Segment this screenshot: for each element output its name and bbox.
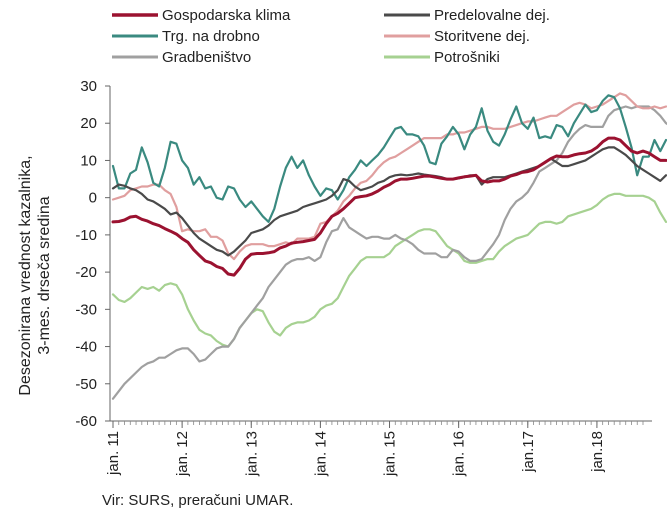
y-tick-label: -30 <box>75 301 97 318</box>
legend-label: Storitvene dej. <box>434 28 530 45</box>
series-line-trg-na-drobno <box>111 94 667 223</box>
y-axis: 30 20 10 0 -10 -20 -30 -40 -50 -60 <box>75 78 111 430</box>
plot-area <box>111 92 667 400</box>
series-line-storitvene-dej <box>111 92 667 261</box>
legend-label: Gospodarska klima <box>162 7 291 24</box>
y-tick-label: 30 <box>80 78 97 95</box>
y-axis-title-line: Desezonirana vrednost kazalnika, <box>17 155 34 395</box>
y-tick-label: 0 <box>89 190 97 207</box>
y-tick-label: 10 <box>80 152 97 169</box>
x-axis: jan. 11 jan. 12 jan. 13 jan. 14 jan. 15 jan. … <box>105 420 652 477</box>
legend-label: Trg. na drobno <box>162 28 260 45</box>
source-note: Vir: SURS, preračuni UMAR. <box>102 492 294 509</box>
y-tick-label: -50 <box>75 376 97 393</box>
y-tick-label: 20 <box>80 115 97 132</box>
y-tick-label: -60 <box>75 413 97 430</box>
x-tick-label: jan.18 <box>589 431 606 473</box>
legend-label: Gradbeništvo <box>162 49 251 66</box>
x-tick-label: jan. 12 <box>174 431 191 477</box>
series-line-gospodarska-klima <box>111 136 667 277</box>
x-tick-label: jan. 13 <box>243 431 260 477</box>
y-tick-label: -40 <box>75 339 97 356</box>
y-axis-title-line: 3-mes. drseča sredina <box>36 196 53 354</box>
series-line-gradbeni-tvo <box>111 105 667 400</box>
x-tick-label: jan. 16 <box>451 431 468 477</box>
legend: Gospodarska klima Predelovalne dej. Trg. n… <box>112 7 550 66</box>
legend-label: Predelovalne dej. <box>434 7 550 24</box>
series-line-predelovalne-dej <box>111 146 667 257</box>
legend-label: Potrošniki <box>434 49 500 66</box>
y-tick-label: -10 <box>75 227 97 244</box>
series-line-potro-niki <box>111 192 667 348</box>
y-tick-label: -20 <box>75 264 97 281</box>
x-tick-label: jan. 15 <box>382 431 399 477</box>
x-tick-label: jan. 11 <box>105 431 122 476</box>
x-tick-label: jan.17 <box>520 431 537 473</box>
x-tick-label: jan. 14 <box>312 431 329 477</box>
y-axis-title: Desezonirana vrednost kazalnika, 3-mes. d… <box>17 155 53 395</box>
